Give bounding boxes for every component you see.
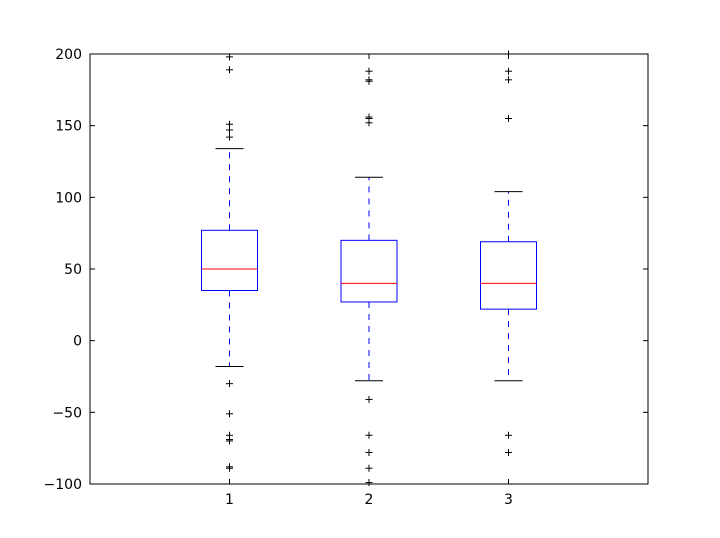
- flier-marker: [226, 133, 233, 141]
- y-tick-label: 150: [55, 119, 82, 135]
- flier-marker: [365, 464, 373, 472]
- box-group-3: [480, 50, 537, 456]
- flier-marker: [365, 395, 373, 403]
- y-tick-label: 50: [64, 262, 82, 278]
- box: [340, 239, 398, 303]
- flier-marker: [226, 437, 233, 445]
- ticks-layer: −100 −50 0 50 100 150 200 1 2 3: [44, 47, 648, 508]
- flier-marker: [226, 66, 233, 74]
- y-tick-label: 100: [55, 190, 82, 206]
- flier-marker: [505, 431, 512, 439]
- y-tick-label: −50: [52, 405, 82, 421]
- box: [480, 241, 537, 310]
- flier-marker: [505, 76, 512, 84]
- flier-marker: [226, 464, 233, 472]
- x-tick-label: 3: [504, 492, 513, 508]
- box-group-1: [201, 53, 258, 472]
- y-tick-label: −100: [44, 477, 82, 493]
- flier-marker: [365, 67, 373, 75]
- flier-marker: [365, 119, 373, 127]
- flier-marker: [365, 431, 373, 439]
- flier-marker: [226, 380, 233, 388]
- flier-marker: [505, 448, 512, 456]
- flier-marker: [505, 115, 512, 122]
- x-tick-label: 2: [365, 492, 374, 508]
- flier-marker: [226, 410, 233, 418]
- box: [201, 229, 258, 292]
- flier-marker: [505, 67, 512, 75]
- plot-frame: [89, 53, 649, 485]
- flier-marker: [365, 448, 373, 456]
- y-tick-label: 0: [73, 334, 82, 350]
- x-tick-label: 1: [225, 492, 234, 508]
- y-tick-label: 200: [55, 47, 82, 63]
- flier-marker: [226, 126, 233, 134]
- flier-marker: [365, 77, 373, 85]
